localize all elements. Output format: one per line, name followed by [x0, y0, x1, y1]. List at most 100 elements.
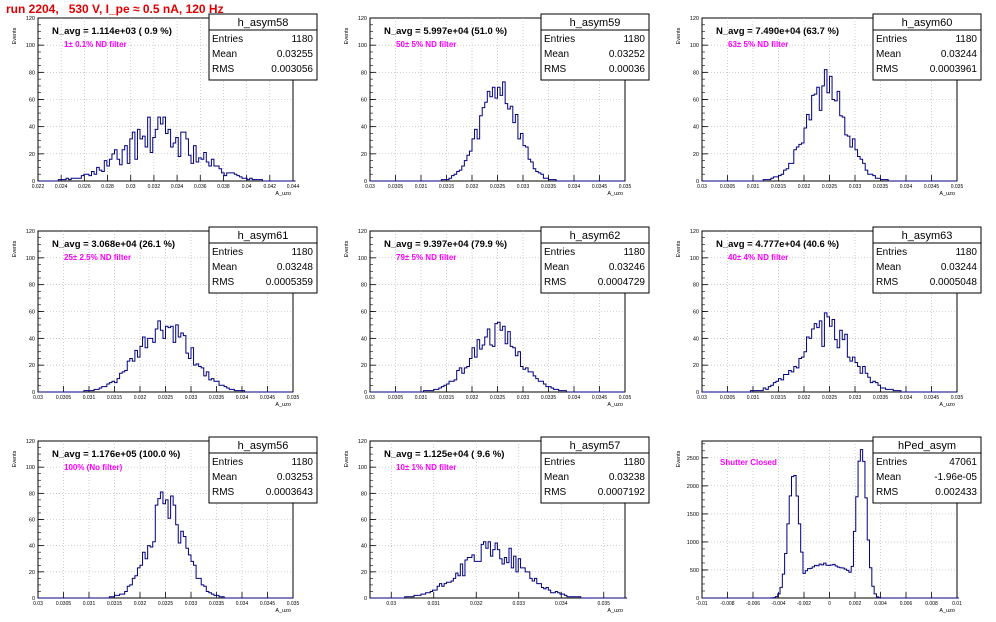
stat-label-entries: Entries	[876, 247, 907, 258]
histogram-name: h_asym63	[902, 230, 953, 242]
histogram-name: h_asym56	[238, 440, 289, 452]
y-tick-label: 0	[696, 390, 699, 396]
stat-label-entries: Entries	[876, 457, 907, 468]
stat-value-rms: 0.0005048	[930, 277, 978, 288]
stat-label-entries: Entries	[876, 34, 907, 45]
histogram-line	[702, 69, 957, 182]
y-tick-label: 20	[693, 363, 699, 369]
n-avg-label: N_avg = 5.997e+04 (51.0 %)	[384, 26, 507, 37]
x-axis-title: A_uzo	[939, 608, 955, 614]
x-tick-label: 0.033	[185, 395, 198, 401]
y-axis-title: Events	[344, 450, 350, 467]
y-tick-label: 60	[693, 310, 699, 316]
histogram-panel-h_asym57: 0 20 40 60 80 100 120 0.03 0.031 0.032 0.033 0.034 0…	[344, 436, 650, 614]
histogram-panel-hPed_asym: 0 500 1000 1500 2000 2500 -0.01 -0.008 -0.006 -0.…	[676, 436, 982, 614]
stat-label-rms: RMS	[544, 277, 567, 288]
x-tick-label: -0.002	[797, 601, 811, 607]
y-tick-label: 20	[361, 570, 367, 576]
histogram-line	[370, 541, 628, 599]
stat-value-entries: 1180	[623, 457, 645, 468]
stat-value-entries: 1180	[291, 247, 313, 258]
x-tick-label: 0.03	[697, 395, 707, 401]
filter-note: 40± 4% ND filter	[728, 253, 788, 262]
histogram-name: h_asym58	[238, 17, 289, 29]
x-tick-label: 0.0315	[107, 395, 123, 401]
y-tick-label: 0	[32, 390, 35, 396]
stat-label-rms: RMS	[876, 277, 899, 288]
x-tick-label: 0.0325	[822, 184, 838, 190]
x-tick-label: 0.002	[849, 601, 862, 607]
x-tick-label: 0.0335	[541, 395, 557, 401]
y-tick-label: 80	[693, 283, 699, 289]
filter-note: 25± 2.5% ND filter	[64, 253, 131, 262]
x-tick-label: 0.0305	[56, 601, 72, 607]
y-axis-title: Events	[12, 27, 18, 44]
stat-value-mean: 0.03238	[609, 472, 646, 483]
y-axis-title: Events	[344, 27, 350, 44]
x-tick-label: 0.0315	[771, 184, 787, 190]
x-axis-title: A_uzo	[607, 402, 623, 408]
x-tick-label: 0.031	[747, 395, 760, 401]
y-tick-label: 0	[696, 596, 699, 602]
stat-value-mean: 0.03255	[277, 49, 314, 60]
x-tick-label: 0.033	[849, 395, 862, 401]
x-tick-label: 0.0335	[873, 395, 889, 401]
stat-value-entries: 47061	[949, 457, 977, 468]
filter-note: 10± 1% ND filter	[396, 463, 456, 472]
stat-label-mean: Mean	[876, 49, 901, 60]
x-tick-label: 0.0305	[720, 395, 736, 401]
x-tick-label: -0.008	[720, 601, 734, 607]
stat-label-mean: Mean	[544, 262, 569, 273]
stat-label-entries: Entries	[544, 457, 575, 468]
stat-value-rms: 0.00036	[609, 64, 646, 75]
y-tick-label: 0	[364, 596, 367, 602]
stat-label-rms: RMS	[876, 64, 899, 75]
x-tick-label: 0.0305	[388, 395, 404, 401]
stat-value-rms: 0.0003961	[930, 64, 978, 75]
stat-value-mean: 0.03244	[941, 262, 978, 273]
stat-label-entries: Entries	[544, 247, 575, 258]
y-tick-label: 40	[693, 336, 699, 342]
x-tick-label: 0.031	[415, 395, 428, 401]
x-tick-label: 0.0315	[107, 601, 123, 607]
histogram-line	[702, 449, 960, 599]
x-tick-label: 0.0345	[260, 601, 276, 607]
x-tick-label: 0.006	[900, 601, 913, 607]
stat-label-mean: Mean	[876, 472, 901, 483]
y-tick-label: 120	[358, 229, 367, 235]
stat-label-mean: Mean	[544, 49, 569, 60]
stat-label-mean: Mean	[544, 472, 569, 483]
x-tick-label: 0.0335	[873, 184, 889, 190]
stat-value-entries: 1180	[955, 247, 977, 258]
stat-value-entries: 1180	[955, 34, 977, 45]
stat-value-rms: 0.0007192	[598, 487, 646, 498]
x-tick-label: 0.033	[517, 395, 530, 401]
histogram-panel-h_asym63: 0 20 40 60 80 100 120 0.03 0.0305 0.031 0.0315 0.03…	[676, 226, 982, 408]
histogram-line	[702, 312, 957, 393]
stat-value-mean: 0.03253	[277, 472, 314, 483]
y-tick-label: 20	[29, 152, 35, 158]
stat-value-mean: 0.03244	[941, 49, 978, 60]
y-tick-label: 80	[693, 70, 699, 76]
x-tick-label: 0.032	[798, 395, 811, 401]
x-tick-label: 0.03	[365, 395, 375, 401]
x-tick-label: 0.032	[134, 601, 147, 607]
x-tick-label: 0.034	[171, 184, 184, 190]
y-tick-label: 0	[32, 596, 35, 602]
x-tick-label: 0.03	[33, 601, 43, 607]
x-tick-label: 0.0345	[924, 395, 940, 401]
x-tick-label: 0.031	[415, 184, 428, 190]
filter-note: 79± 5% ND filter	[396, 253, 456, 262]
y-tick-label: 40	[29, 125, 35, 131]
y-tick-label: 60	[29, 310, 35, 316]
y-tick-label: 100	[690, 256, 699, 262]
stat-label-mean: Mean	[212, 49, 237, 60]
stat-value-rms: 0.002433	[935, 487, 977, 498]
histogram-line	[38, 320, 293, 393]
y-tick-label: 120	[358, 439, 367, 445]
y-tick-label: 20	[693, 152, 699, 158]
x-tick-label: 0.031	[83, 395, 96, 401]
histogram-name: h_asym57	[570, 440, 621, 452]
x-tick-label: -0.004	[771, 601, 785, 607]
